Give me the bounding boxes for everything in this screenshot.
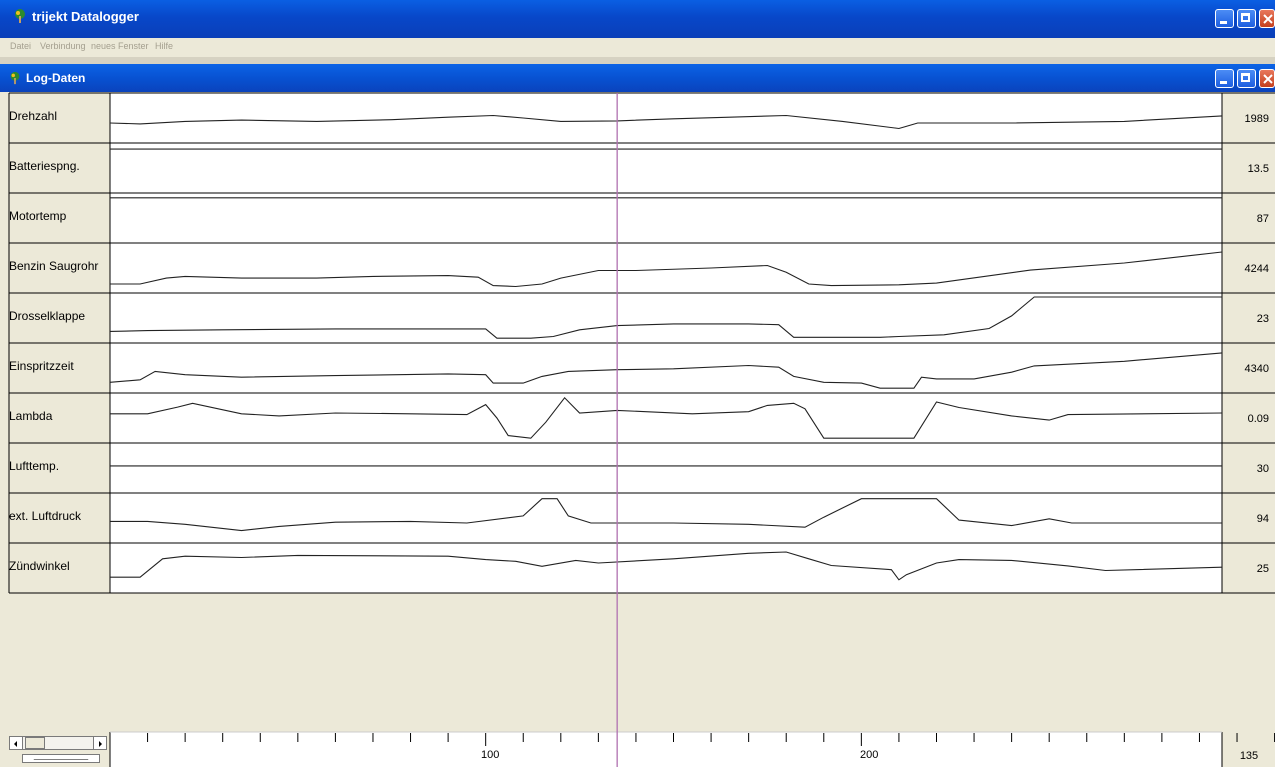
channel-label: Lambda [9,409,53,423]
channel-label: Batteriespng. [9,159,80,173]
channel-value: 1989 [1244,113,1269,125]
series-line-10[interactable] [110,551,1223,581]
channel-value: 25 [1256,563,1269,575]
menu-hilfe[interactable]: Hilfe [155,41,174,51]
minimize-icon [1220,21,1227,24]
channel-value: 0.09 [1247,413,1269,425]
maximize-icon [1241,73,1250,82]
series-line-4[interactable] [110,251,1223,288]
channel-label: ext. Luftdruck [9,509,82,523]
app-icon [15,9,25,23]
child-titlebar[interactable]: Log-Daten [0,64,1275,92]
channel-label: Einspritzzeit [9,359,74,373]
scroll-left-icon [14,741,17,747]
maximize-icon [1241,13,1250,22]
minimize-icon [1220,81,1227,84]
scroll-left-button[interactable] [9,736,23,750]
cursor-value: 135 [1239,750,1259,762]
channel-label: Benzin Saugrohr [9,259,99,273]
app-titlebar[interactable]: trijekt Datalogger [0,0,1275,38]
channel-label: Motortemp [9,209,67,223]
scroll-thumb[interactable] [25,737,45,749]
channel-label: Zündwinkel [9,559,70,573]
channel-label: Drosselklappe [9,309,86,323]
x-tick-label-200: 200 [860,749,879,761]
series-line-6[interactable] [109,352,1223,389]
child-title: Log-Daten [26,71,86,85]
series-line-9[interactable] [110,498,1222,532]
scroll-right-button[interactable] [93,736,107,750]
x-tick-label-100: 100 [481,749,500,761]
x-axis-bg [110,732,1222,767]
scroll-right-icon [99,741,102,747]
child-app-icon [10,71,20,85]
series-line-5[interactable] [109,296,1222,339]
channel-label: Lufttemp. [9,459,60,473]
menu-verbindung[interactable]: Verbindung [40,41,86,51]
channel-value: 13.5 [1247,163,1269,175]
channel-value: 23 [1256,313,1269,325]
menu-bar: Datei Verbindung neues Fenster Hilfe [0,38,1275,57]
channel-value: 30 [1256,463,1269,475]
series-line-7[interactable] [110,396,1223,439]
close-icon [1263,74,1273,84]
channel-label: Drehzahl [9,109,58,123]
menu-neues-fenster[interactable]: neues Fenster [91,41,149,51]
zoom-ruler[interactable] [22,754,100,763]
channel-value: 4244 [1244,263,1269,275]
maximize-button[interactable] [1237,9,1256,28]
series-line-1[interactable] [109,114,1223,130]
channel-value: 87 [1256,213,1269,225]
channel-value: 94 [1256,513,1269,525]
menu-datei[interactable]: Datei [10,41,32,51]
minimize-button[interactable] [1215,9,1234,28]
app-title: trijekt Datalogger [32,9,139,24]
close-icon [1263,14,1273,24]
child-maximize-button[interactable] [1237,69,1256,88]
child-minimize-button[interactable] [1215,69,1234,88]
channel-value: 4340 [1244,363,1269,375]
